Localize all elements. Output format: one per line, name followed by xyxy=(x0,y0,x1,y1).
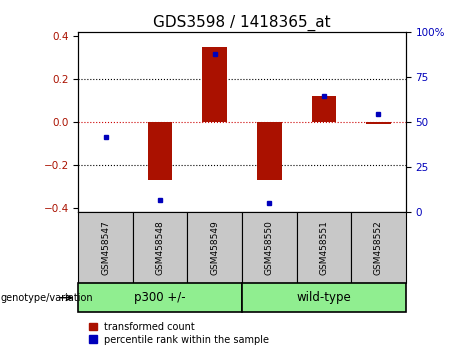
Title: GDS3598 / 1418365_at: GDS3598 / 1418365_at xyxy=(153,14,331,30)
Bar xyxy=(366,122,390,124)
Bar xyxy=(257,122,282,180)
Text: wild-type: wild-type xyxy=(296,291,351,304)
Text: GSM458549: GSM458549 xyxy=(210,221,219,275)
Bar xyxy=(202,47,227,122)
Text: GSM458550: GSM458550 xyxy=(265,220,274,275)
Legend: transformed count, percentile rank within the sample: transformed count, percentile rank withi… xyxy=(88,321,270,346)
Text: genotype/variation: genotype/variation xyxy=(1,293,94,303)
Bar xyxy=(148,122,172,180)
Text: GSM458551: GSM458551 xyxy=(319,220,328,275)
Text: GSM458552: GSM458552 xyxy=(374,221,383,275)
Text: GSM458547: GSM458547 xyxy=(101,221,110,275)
Bar xyxy=(312,96,336,122)
Text: p300 +/-: p300 +/- xyxy=(135,291,186,304)
Text: GSM458548: GSM458548 xyxy=(156,221,165,275)
